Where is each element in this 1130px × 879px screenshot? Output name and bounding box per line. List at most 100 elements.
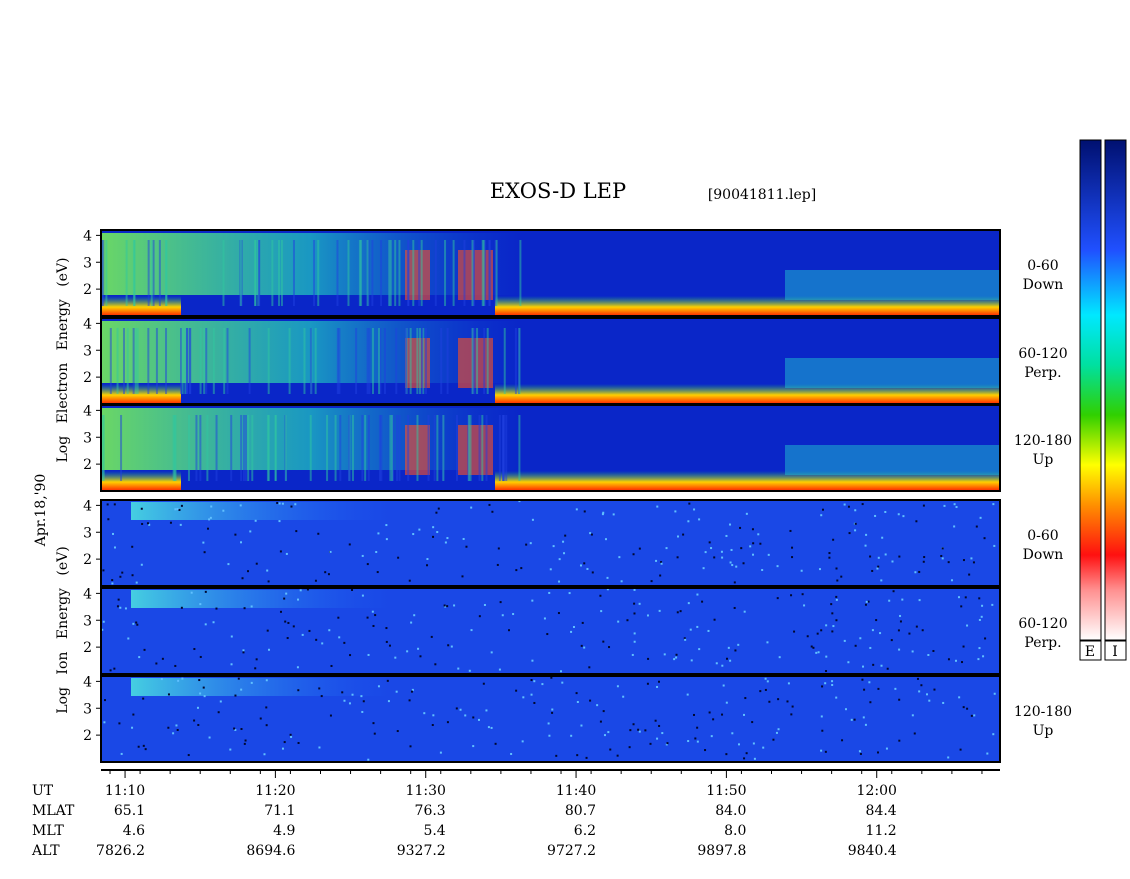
flux-speck	[955, 506, 958, 509]
flux-speck	[862, 665, 865, 668]
flux-speck	[972, 561, 975, 564]
flux-streak	[355, 328, 358, 394]
flux-speck	[446, 721, 449, 724]
flux-streak	[358, 240, 361, 306]
flux-speck	[377, 532, 380, 535]
flux-speck	[824, 750, 827, 753]
flux-streak	[338, 328, 341, 394]
flux-speck	[729, 659, 732, 662]
flux-speck	[761, 568, 764, 571]
flux-speck	[832, 625, 835, 628]
flux-speck	[591, 571, 594, 574]
flux-streak	[280, 240, 283, 306]
flux-speck	[583, 562, 586, 565]
flux-speck	[684, 638, 687, 641]
flux-speck	[179, 523, 182, 526]
flux-streak	[452, 240, 455, 306]
flux-speck	[417, 647, 420, 650]
flux-speck	[656, 737, 659, 740]
flux-speck	[854, 509, 857, 512]
flux-speck	[202, 541, 205, 544]
flux-speck	[283, 597, 286, 600]
x-tick-label: 11:50	[706, 783, 746, 799]
flux-streak	[226, 328, 229, 394]
flux-speck	[836, 579, 839, 582]
flux-region	[785, 270, 1000, 300]
flux-speck	[510, 752, 513, 755]
flux-speck	[918, 690, 921, 693]
flux-speck	[835, 619, 838, 622]
flux-speck	[546, 633, 549, 636]
flux-streak	[488, 240, 491, 306]
flux-streak	[132, 328, 135, 394]
flux-speck	[167, 693, 170, 696]
flux-streak	[222, 240, 225, 306]
x-tick-label: 11:20	[255, 783, 295, 799]
flux-speck	[894, 687, 897, 690]
y-tick-label: 3	[83, 701, 92, 717]
flux-speck	[361, 554, 364, 557]
flux-speck	[204, 623, 207, 626]
flux-speck	[249, 530, 252, 533]
flux-speck	[295, 530, 298, 533]
flux-speck	[564, 534, 567, 537]
flux-speck	[926, 693, 929, 696]
flux-speck	[950, 579, 953, 582]
flux-streak	[101, 240, 104, 306]
flux-speck	[731, 732, 734, 735]
flux-speck	[266, 629, 269, 632]
flux-speck	[690, 659, 693, 662]
flux-speck	[385, 524, 388, 527]
flux-speck	[199, 603, 202, 606]
flux-speck	[268, 648, 271, 651]
flux-speck	[992, 733, 995, 736]
flux-speck	[712, 718, 715, 721]
x-tick-label: 11:40	[556, 783, 596, 799]
flux-speck	[360, 695, 363, 698]
flux-streak	[455, 415, 458, 481]
file-name: [90041811.lep]	[708, 187, 816, 203]
flux-speck	[742, 562, 745, 565]
flux-speck	[618, 556, 621, 559]
flux-speck	[187, 754, 190, 757]
flux-streak	[271, 240, 274, 306]
flux-speck	[721, 556, 724, 559]
flux-speck	[633, 612, 636, 615]
flux-speck	[604, 538, 607, 541]
flux-speck	[947, 658, 950, 661]
flux-streak	[421, 328, 424, 394]
flux-speck	[676, 535, 679, 538]
flux-speck	[841, 739, 844, 742]
flux-speck	[518, 500, 521, 503]
flux-speck	[127, 637, 130, 640]
flux-streak	[317, 240, 320, 306]
flux-streak	[412, 240, 415, 306]
flux-speck	[745, 512, 748, 515]
flux-speck	[828, 552, 831, 555]
flux-streak	[424, 328, 427, 394]
flux-speck	[435, 511, 438, 514]
flux-speck	[521, 740, 524, 743]
flux-speck	[864, 544, 867, 547]
flux-speck	[468, 669, 471, 672]
flux-speck	[734, 649, 737, 652]
flux-speck	[562, 540, 565, 543]
flux-streak	[416, 328, 419, 394]
flux-streak	[174, 415, 177, 481]
orbit-value: 9840.4	[848, 843, 897, 859]
flux-speck	[752, 553, 755, 556]
flux-speck	[343, 641, 346, 644]
flux-streak	[120, 415, 123, 481]
flux-speck	[757, 533, 760, 536]
flux-speck	[744, 697, 747, 700]
flux-streak	[158, 240, 161, 306]
flux-speck	[982, 655, 985, 658]
flux-speck	[372, 624, 375, 627]
flux-speck	[436, 531, 439, 534]
flux-streak	[189, 328, 192, 394]
flux-speck	[547, 722, 550, 725]
flux-speck	[174, 664, 177, 667]
flux-speck	[835, 696, 838, 699]
flux-speck	[993, 544, 996, 547]
